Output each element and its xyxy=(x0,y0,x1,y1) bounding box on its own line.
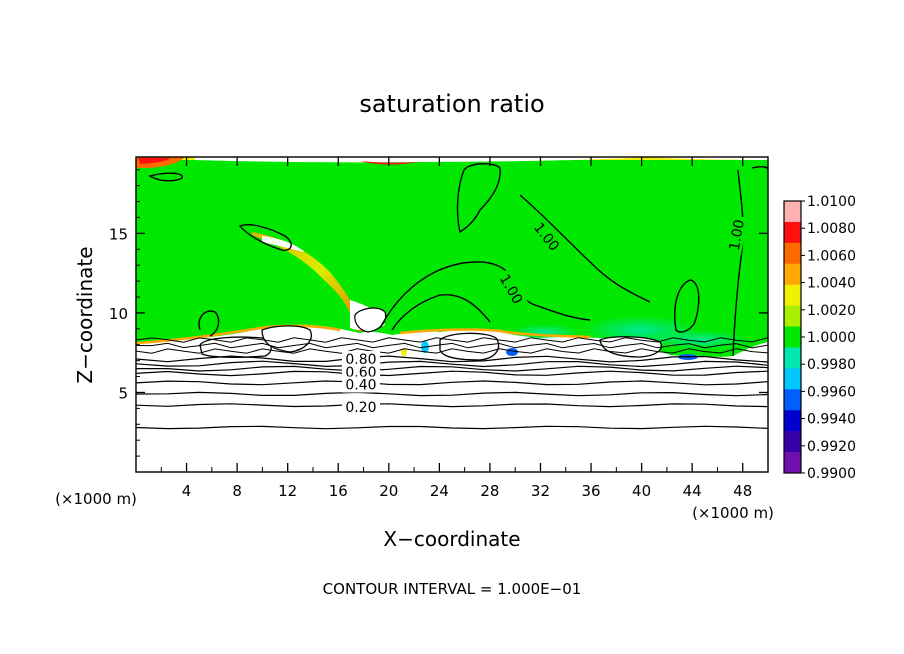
x-axis-label: X−coordinate xyxy=(383,527,520,551)
contour-line xyxy=(136,391,768,397)
contour-line xyxy=(136,348,768,354)
cloud-blob xyxy=(439,332,500,361)
contour-label-bg xyxy=(341,363,380,380)
top-edge-red xyxy=(360,161,420,165)
contour-label: 0.20 xyxy=(345,400,376,416)
contour-label-bg xyxy=(528,216,565,257)
top-edge-white xyxy=(195,157,650,163)
contour-line xyxy=(136,360,768,368)
x-unit-label: (×1000 m) xyxy=(692,504,774,522)
colorbar-segment xyxy=(784,368,801,390)
unity-contours xyxy=(148,163,768,357)
contour-label-bg xyxy=(494,268,528,310)
contour-line xyxy=(238,224,292,251)
colorbar-tick-label: 0.9960 xyxy=(807,384,856,400)
colorbar-segment xyxy=(784,326,801,348)
colorbar-segment xyxy=(784,347,801,369)
colorbar-tick-label: 0.9920 xyxy=(807,439,856,455)
contour-line xyxy=(136,365,768,372)
colorbar-segment xyxy=(784,284,801,307)
colorbar: 1.0100 1.0080 1.0060 1.0040 1.0020 1.0000 0.99… xyxy=(783,194,856,482)
top-edge-hot xyxy=(138,158,170,164)
colorbar-segment xyxy=(784,452,801,474)
contour-line xyxy=(519,194,651,303)
colorbar-segment xyxy=(784,389,801,411)
colorbar-segment xyxy=(784,263,801,286)
colorbar-segment xyxy=(784,305,801,327)
contour-label-bg xyxy=(341,398,380,415)
colorbar-segment xyxy=(784,201,801,223)
contour-line xyxy=(136,337,768,343)
saturated-region xyxy=(136,157,768,357)
y-unit-label: (×1000 m) xyxy=(55,490,137,508)
contour-line xyxy=(674,279,700,333)
x-tick-label: 16 xyxy=(329,482,348,500)
x-tick-label: 24 xyxy=(430,482,449,500)
lower-contours xyxy=(136,337,768,430)
colorbar-segment xyxy=(784,410,801,432)
contour-line xyxy=(136,370,768,377)
blue-spot xyxy=(401,348,407,356)
contour-label: 0.40 xyxy=(345,378,376,394)
colorbar-segment xyxy=(784,431,801,453)
colorbar-tick-label: 1.0040 xyxy=(807,276,856,292)
x-tick-label: 36 xyxy=(581,482,600,500)
contour-labels: 1.001.001.000.800.600.400.20 xyxy=(341,214,748,416)
contour-line xyxy=(379,261,591,329)
colorbar-tick-label: 1.0060 xyxy=(807,248,856,264)
y-tick-label: 15 xyxy=(109,225,128,243)
colorbar-segment xyxy=(784,221,801,244)
cyan-patch xyxy=(510,324,580,340)
contour-line xyxy=(136,342,768,349)
colorbar-tick-label: 0.9980 xyxy=(807,357,856,373)
colorbar-tick-label: 0.9940 xyxy=(807,412,856,428)
top-edge-white xyxy=(660,157,768,160)
x-tick-label: 40 xyxy=(632,482,651,500)
x-tick-label: 8 xyxy=(232,482,242,500)
contour-line xyxy=(136,380,768,386)
contour-line xyxy=(456,163,501,234)
colorbar-tick-label: 1.0000 xyxy=(807,330,856,346)
colorbar-tick-label: 1.0020 xyxy=(807,303,856,319)
plume-white xyxy=(262,236,305,252)
contour-label-bg xyxy=(341,351,380,368)
colorbar-tick-label: 1.0100 xyxy=(807,194,856,210)
contour-label-bg xyxy=(341,376,380,393)
contour-interval-note: CONTOUR INTERVAL = 1.000E−01 xyxy=(323,580,582,598)
x-tick-label: 20 xyxy=(379,482,398,500)
contour-line xyxy=(136,425,768,430)
x-tick-label: 4 xyxy=(182,482,192,500)
colorbar-tick-label: 0.9900 xyxy=(807,466,856,482)
colorbar-tick-label: 1.0080 xyxy=(807,221,856,237)
contour-label-bg xyxy=(725,214,748,256)
y-tick-label: 10 xyxy=(109,305,128,323)
colorbar-segment xyxy=(784,242,801,265)
chart-title: saturation ratio xyxy=(359,90,544,118)
x-tick-label: 32 xyxy=(531,482,550,500)
y-tick-label: 5 xyxy=(118,384,128,402)
plot-frame xyxy=(135,156,769,473)
cloud-base-fringe xyxy=(136,324,591,345)
x-tick-label: 44 xyxy=(683,482,702,500)
y-axis-label: Z−coordinate xyxy=(73,246,97,383)
x-tick-label: 28 xyxy=(480,482,499,500)
contour-line xyxy=(732,169,744,357)
plot-area: 1.001.001.000.800.600.400.20 xyxy=(136,157,768,472)
contour-label: 1.00 xyxy=(727,218,748,251)
x-tick-label: 48 xyxy=(733,482,752,500)
contour-line xyxy=(148,172,183,182)
contour-line xyxy=(198,310,220,337)
contour-line xyxy=(136,355,768,363)
contour-line xyxy=(391,294,491,331)
contour-line xyxy=(136,403,768,408)
x-tick-label: 12 xyxy=(278,482,297,500)
